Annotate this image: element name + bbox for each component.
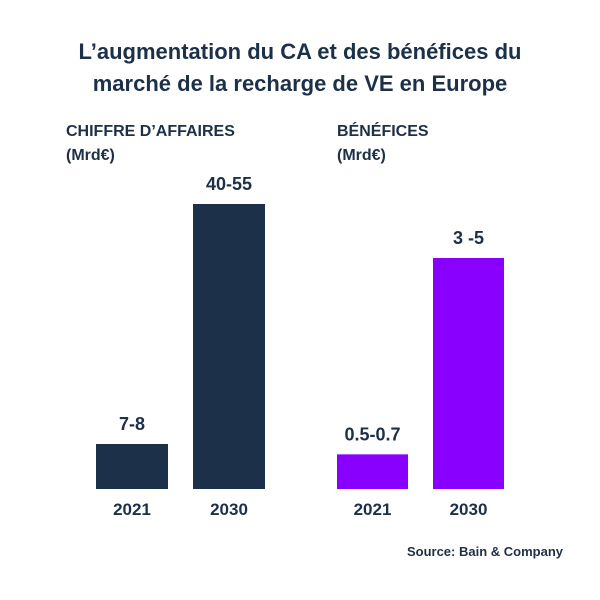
chart-title-line1: L’augmentation du CA et des bénéfices du bbox=[78, 39, 522, 64]
revenue-value-label-2021: 7-8 bbox=[119, 414, 145, 434]
revenue-panel-title-line1: CHIFFRE D’AFFAIRES bbox=[66, 123, 235, 140]
chart-title: L’augmentation du CA et des bénéfices du… bbox=[20, 36, 580, 100]
profit-panel-unit: (Mrd€) bbox=[337, 147, 386, 164]
revenue-panel-unit: (Mrd€) bbox=[66, 147, 115, 164]
profit-value-label-2021: 0.5-0.7 bbox=[344, 424, 400, 444]
revenue-year-label-2021: 2021 bbox=[113, 500, 151, 519]
revenue-chart: 7-8 2021 40-55 2030 bbox=[96, 174, 265, 519]
profit-chart: 0.5-0.7 2021 3 -5 2030 bbox=[337, 228, 504, 519]
profit-year-label-2021: 2021 bbox=[354, 500, 392, 519]
revenue-panel-title: CHIFFRE D’AFFAIRES (Mrd€) bbox=[66, 120, 235, 168]
profit-panel-title: BÉNÉFICES (Mrd€) bbox=[337, 120, 429, 168]
revenue-bar-2021 bbox=[96, 444, 168, 489]
profit-panel-title-line1: BÉNÉFICES bbox=[337, 123, 429, 140]
profit-bar-2030 bbox=[433, 258, 504, 489]
profit-year-label-2030: 2030 bbox=[450, 500, 488, 519]
profit-bar-2021 bbox=[337, 454, 408, 489]
chart-title-line2: marché de la recharge de VE en Europe bbox=[92, 71, 508, 96]
profit-value-label-2030: 3 -5 bbox=[453, 228, 484, 248]
revenue-year-label-2030: 2030 bbox=[210, 500, 248, 519]
source-note: Source: Bain & Company bbox=[406, 544, 563, 559]
revenue-bar-2030 bbox=[193, 204, 265, 489]
revenue-value-label-2030: 40-55 bbox=[206, 174, 252, 194]
